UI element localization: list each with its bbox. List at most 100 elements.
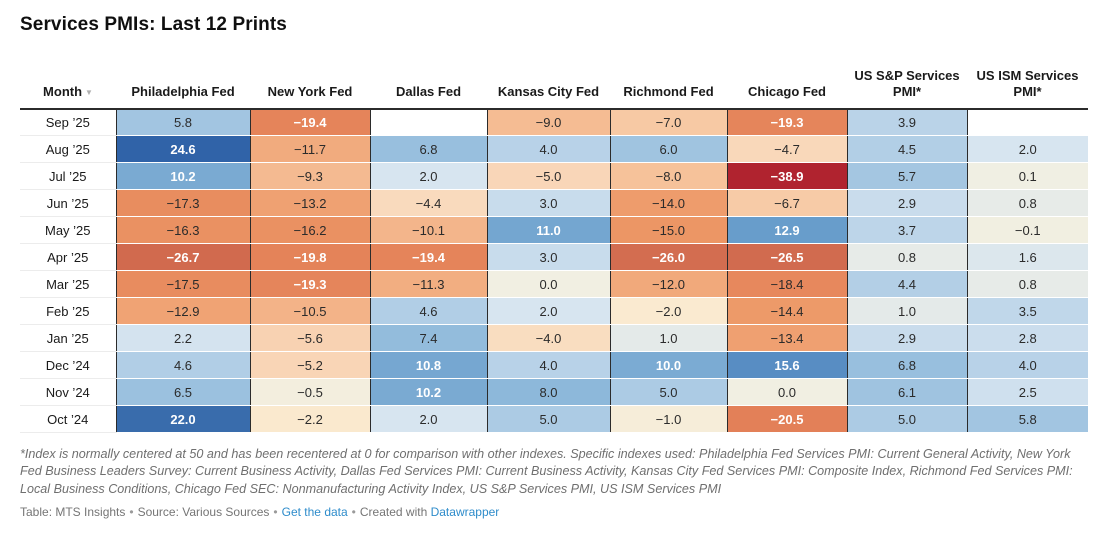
value-cell: −17.3 (115, 189, 250, 217)
month-cell: Nov ’24 (20, 378, 116, 406)
value-cell: −12.9 (115, 297, 250, 325)
value-cell: 3.0 (486, 243, 610, 271)
table-wrapper: Month ▼ Philadelphia Fed New York Fed Dalla… (20, 66, 1088, 433)
credit-created-with-label: Created with (359, 505, 428, 520)
value-cell: 0.8 (966, 270, 1088, 298)
value-cell: −0.1 (966, 216, 1088, 244)
value-cell: −17.5 (115, 270, 250, 298)
value-cell: −19.3 (726, 108, 847, 136)
column-header[interactable]: Richmond Fed (610, 66, 727, 110)
credit-separator: • (273, 505, 278, 520)
value-cell: 22.0 (115, 405, 250, 433)
table-row: Sep ’25 5.8 −19.4 −9.0 −7.0 −19.3 3.9 (20, 108, 1088, 136)
value-cell: 3.5 (966, 297, 1088, 325)
value-cell: 10.2 (369, 378, 487, 406)
table-row: Dec ’24 4.6 −5.2 10.8 4.0 10.0 15.6 6.8 4.0 (20, 351, 1088, 379)
value-cell: −19.4 (249, 108, 370, 136)
column-header[interactable]: New York Fed (250, 66, 370, 110)
value-cell: −15.0 (609, 216, 727, 244)
value-cell: −16.2 (249, 216, 370, 244)
value-cell: −10.5 (249, 297, 370, 325)
value-cell: 2.0 (369, 162, 487, 190)
value-cell: 6.0 (609, 135, 727, 163)
table-row: Mar ’25 −17.5 −19.3 −11.3 0.0 −12.0 −18.4 4.4 0.… (20, 270, 1088, 298)
month-cell: Dec ’24 (20, 351, 116, 379)
month-cell: May ’25 (20, 216, 116, 244)
month-cell: Mar ’25 (20, 270, 116, 298)
month-cell: Jul ’25 (20, 162, 116, 190)
column-header[interactable]: US ISM Services PMI* (967, 66, 1088, 110)
value-cell: −11.3 (369, 270, 487, 298)
table-row: Jul ’25 10.2 −9.3 2.0 −5.0 −8.0 −38.9 5.7 0.1 (20, 162, 1088, 190)
column-header-month[interactable]: Month ▼ (20, 66, 116, 110)
value-cell: 12.9 (726, 216, 847, 244)
value-cell: −13.2 (249, 189, 370, 217)
column-header[interactable]: Kansas City Fed (487, 66, 610, 110)
table-row: Oct ’24 22.0 −2.2 2.0 5.0 −1.0 −20.5 5.0 5.8 (20, 405, 1088, 433)
column-header[interactable]: US S&P Services PMI* (847, 66, 967, 110)
value-cell: −26.0 (609, 243, 727, 271)
value-cell: −19.8 (249, 243, 370, 271)
month-cell: Jun ’25 (20, 189, 116, 217)
value-cell: −11.7 (249, 135, 370, 163)
value-cell: −9.0 (486, 108, 610, 136)
credit-line: Table: MTS Insights • Source: Various Sour… (20, 505, 1088, 519)
value-cell: −18.4 (726, 270, 847, 298)
value-cell: 5.0 (486, 405, 610, 433)
value-cell: −4.0 (486, 324, 610, 352)
value-cell: 10.0 (609, 351, 727, 379)
value-cell: −5.0 (486, 162, 610, 190)
month-cell: Aug ’25 (20, 135, 116, 163)
table-row: Feb ’25 −12.9 −10.5 4.6 2.0 −2.0 −14.4 1.0 3.5 (20, 297, 1088, 325)
value-cell: 15.6 (726, 351, 847, 379)
value-cell: 1.0 (846, 297, 967, 325)
pmi-heatmap-table: Month ▼ Philadelphia Fed New York Fed Dalla… (20, 66, 1088, 433)
value-cell: 5.0 (846, 405, 967, 433)
value-cell: −7.0 (609, 108, 727, 136)
datawrapper-link[interactable]: Datawrapper (430, 505, 500, 520)
value-cell: 4.6 (369, 297, 487, 325)
column-header[interactable]: Chicago Fed (727, 66, 847, 110)
column-header[interactable]: Dallas Fed (370, 66, 487, 110)
table-row: Aug ’25 24.6 −11.7 6.8 4.0 6.0 −4.7 4.5 2.0 (20, 135, 1088, 163)
month-cell: Apr ’25 (20, 243, 116, 271)
value-cell: −1.0 (609, 405, 727, 433)
value-cell: 5.7 (846, 162, 967, 190)
get-the-data-link[interactable]: Get the data (281, 505, 348, 520)
sort-descending-icon: ▼ (85, 88, 93, 98)
value-cell: 3.0 (486, 189, 610, 217)
value-cell: −5.2 (249, 351, 370, 379)
value-cell: −9.3 (249, 162, 370, 190)
value-cell: −14.4 (726, 297, 847, 325)
value-cell: 2.5 (966, 378, 1088, 406)
value-cell: −13.4 (726, 324, 847, 352)
value-cell: 4.5 (846, 135, 967, 163)
value-cell: −2.0 (609, 297, 727, 325)
page-title: Services PMIs: Last 12 Prints (20, 14, 287, 35)
table-row: May ’25 −16.3 −16.2 −10.1 11.0 −15.0 12.9 3.7 −0… (20, 216, 1088, 244)
month-cell: Jan ’25 (20, 324, 116, 352)
value-cell: 0.0 (486, 270, 610, 298)
value-cell: −5.6 (249, 324, 370, 352)
value-cell: 3.9 (846, 108, 967, 136)
value-cell: 2.8 (966, 324, 1088, 352)
value-cell: −4.7 (726, 135, 847, 163)
value-cell: 5.8 (115, 108, 250, 136)
value-cell: 10.8 (369, 351, 487, 379)
month-header-label: Month (43, 84, 83, 100)
credit-separator: • (129, 505, 134, 520)
value-cell: 5.0 (609, 378, 727, 406)
credit-separator: • (351, 505, 356, 520)
table-row: Jan ’25 2.2 −5.6 7.4 −4.0 1.0 −13.4 2.9 2.8 (20, 324, 1088, 352)
value-cell: 5.8 (966, 405, 1088, 433)
value-cell: −38.9 (726, 162, 847, 190)
value-cell: 6.8 (846, 351, 967, 379)
table-row: Nov ’24 6.5 −0.5 10.2 8.0 5.0 0.0 6.1 2.5 (20, 378, 1088, 406)
column-header[interactable]: Philadelphia Fed (116, 66, 250, 110)
value-cell: −4.4 (369, 189, 487, 217)
value-cell: 4.0 (486, 351, 610, 379)
value-cell: 0.1 (966, 162, 1088, 190)
value-cell: 7.4 (369, 324, 487, 352)
value-cell: 2.9 (846, 189, 967, 217)
credit-table-label: Table: MTS Insights (20, 505, 126, 520)
